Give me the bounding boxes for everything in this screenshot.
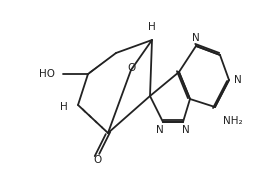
- Text: N: N: [192, 33, 200, 43]
- Text: HO: HO: [39, 69, 55, 79]
- Text: N: N: [156, 125, 164, 135]
- Text: O: O: [128, 63, 136, 73]
- Text: H: H: [148, 22, 156, 32]
- Text: N: N: [234, 75, 242, 85]
- Text: N: N: [182, 125, 190, 135]
- Polygon shape: [86, 53, 116, 76]
- Text: NH₂: NH₂: [223, 116, 243, 126]
- Text: O: O: [93, 155, 101, 165]
- Text: H: H: [60, 102, 68, 112]
